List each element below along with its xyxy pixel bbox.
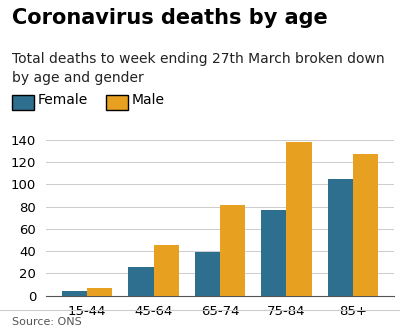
Text: Coronavirus deaths by age: Coronavirus deaths by age: [12, 8, 328, 28]
Bar: [154, 245, 179, 296]
Bar: [128, 267, 154, 296]
Bar: [62, 291, 87, 296]
Text: Source: ONS: Source: ONS: [12, 317, 82, 327]
Bar: [353, 154, 378, 296]
Text: Male: Male: [132, 93, 165, 107]
Text: Female: Female: [38, 93, 88, 107]
Bar: [286, 142, 312, 296]
Bar: [87, 288, 112, 296]
Bar: [195, 252, 220, 296]
Text: Total deaths to week ending 27th March broken down
by age and gender: Total deaths to week ending 27th March b…: [12, 52, 385, 85]
Bar: [220, 205, 245, 296]
Bar: [261, 210, 286, 296]
Text: BBC: BBC: [347, 315, 379, 328]
Bar: [328, 179, 353, 296]
